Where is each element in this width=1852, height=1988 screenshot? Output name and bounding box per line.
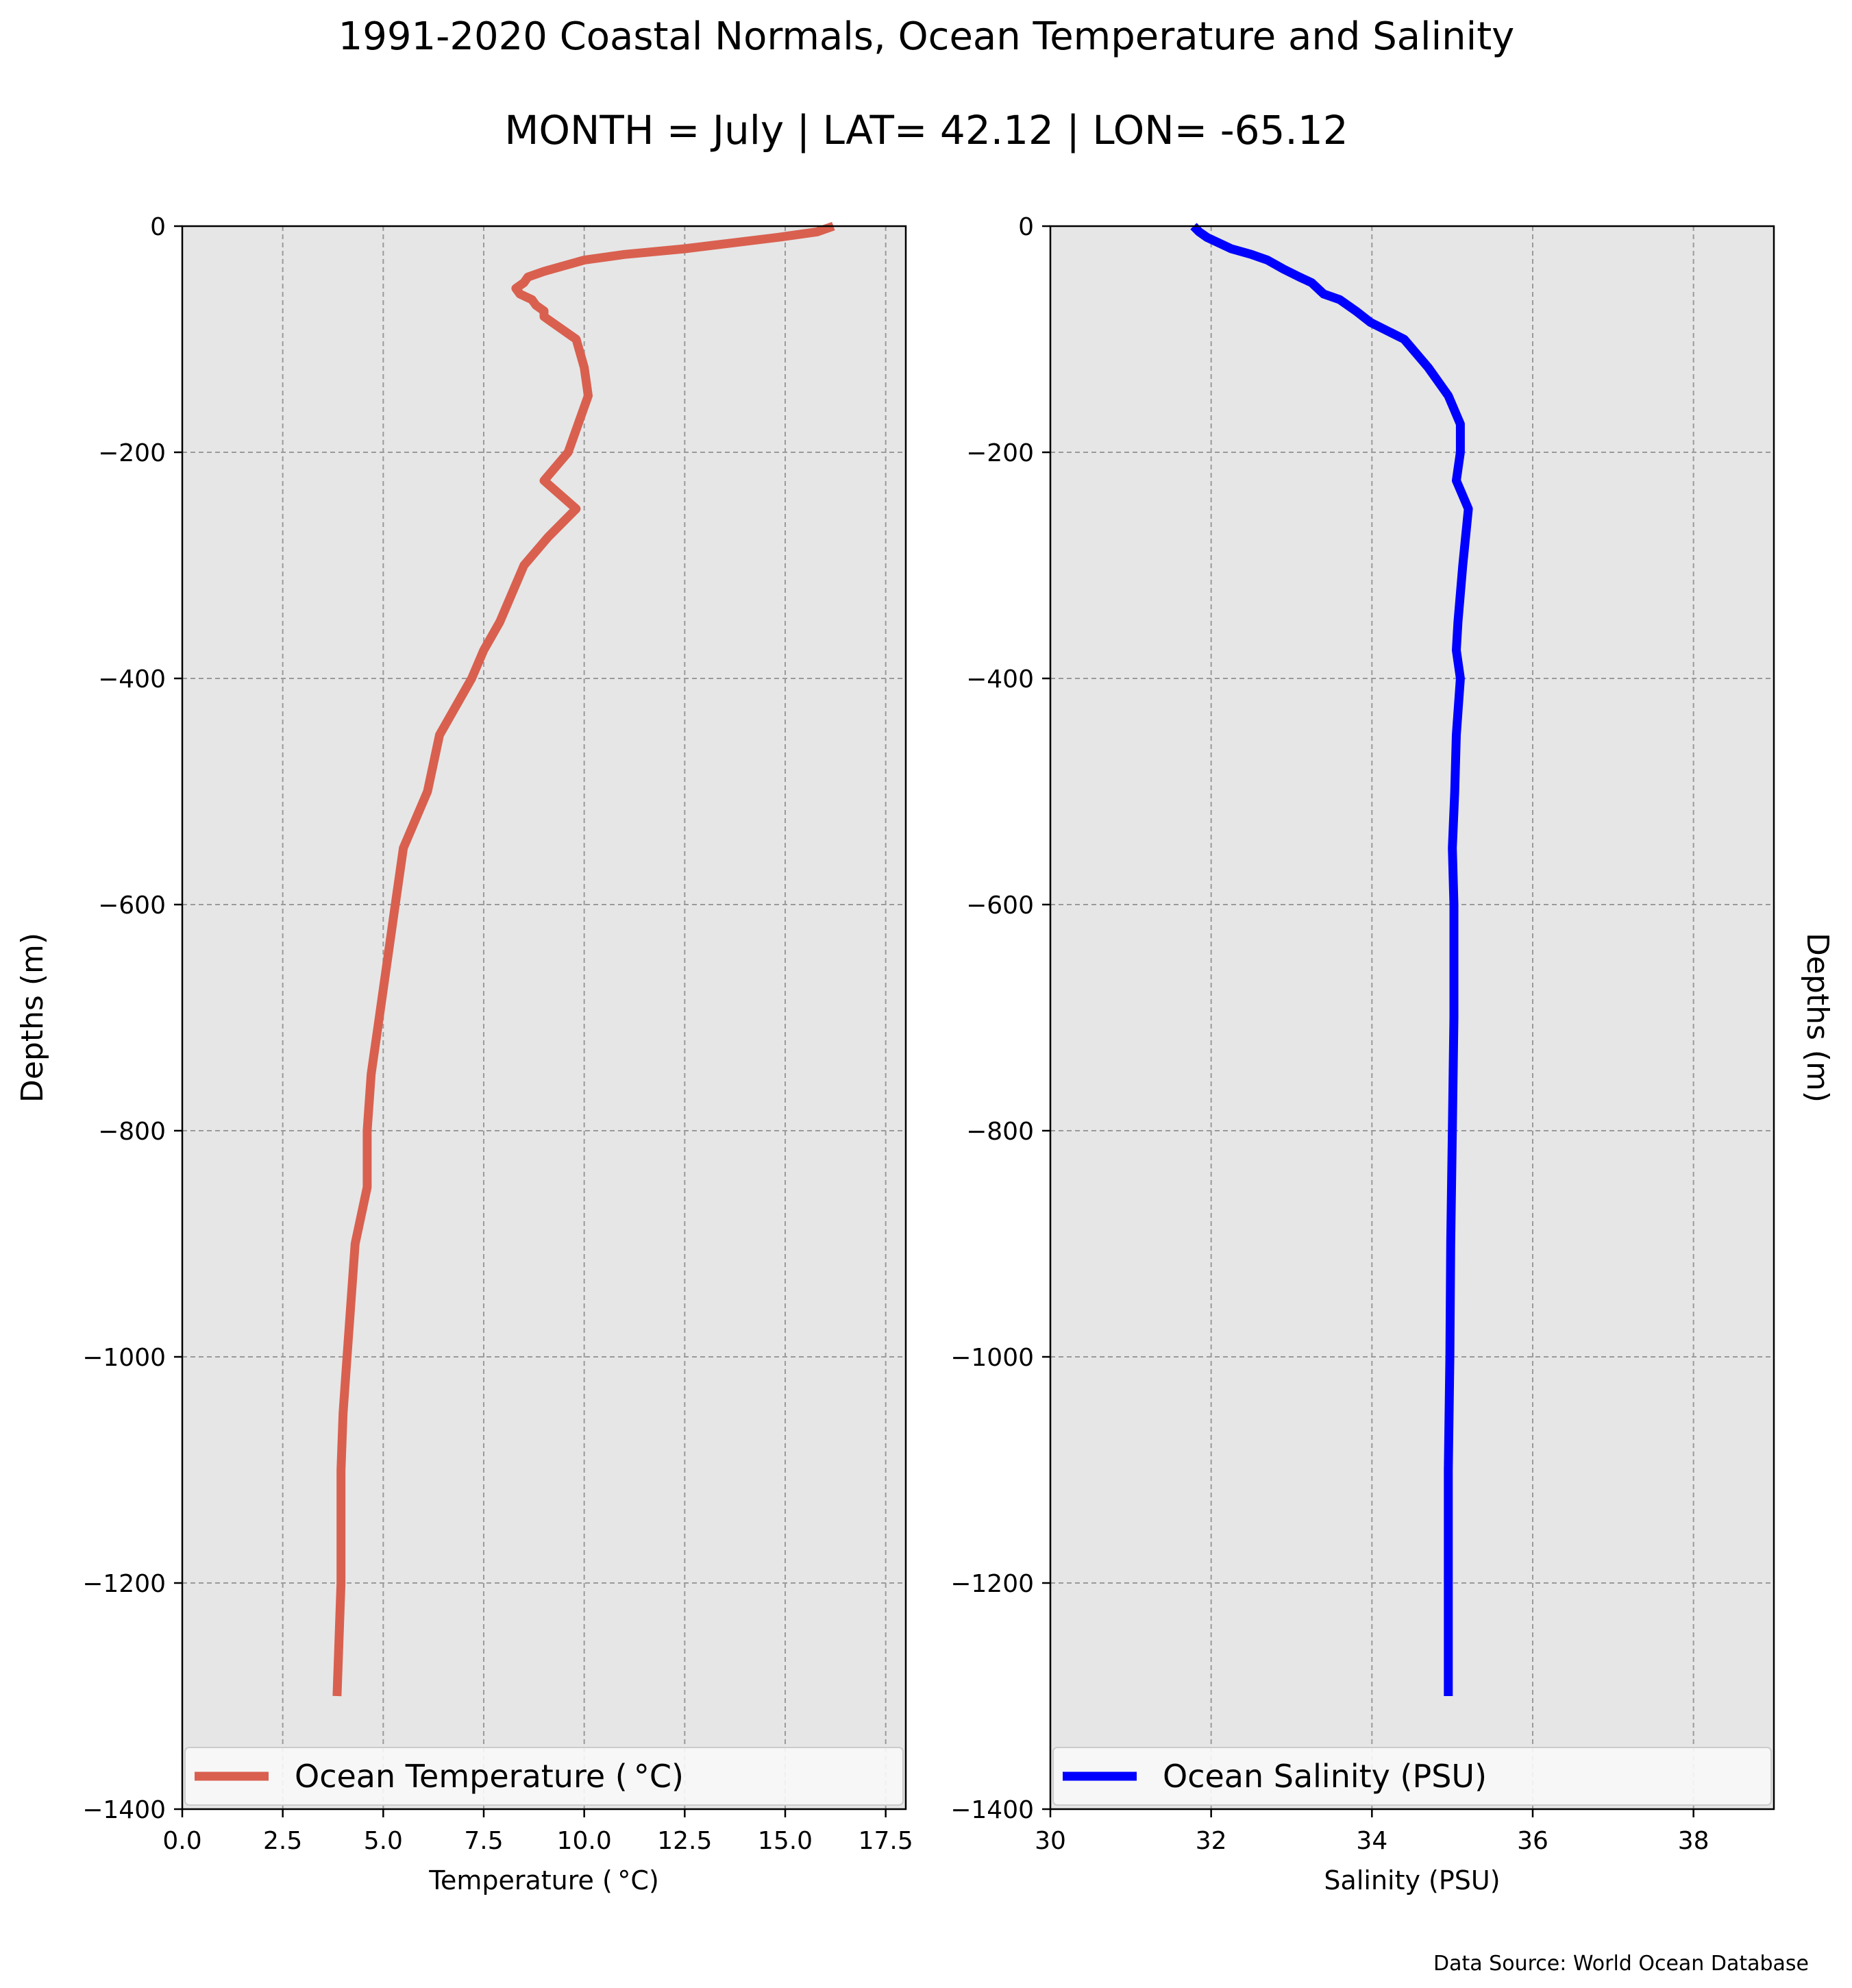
- y-tick-label: 0: [150, 213, 166, 241]
- y-tick-label: −800: [98, 1118, 166, 1146]
- y-tick-label: −400: [966, 665, 1034, 694]
- salinity-y-axis-label: Depths (m): [1800, 933, 1835, 1103]
- x-tick-label: 34: [1356, 1827, 1387, 1855]
- temperature-axes-frame: [181, 225, 907, 1811]
- x-tick-label: 5.0: [364, 1827, 403, 1855]
- y-tick-label: −200: [966, 439, 1034, 467]
- legend-box: [1052, 1747, 1772, 1806]
- y-tick-label: −1000: [950, 1344, 1034, 1372]
- figure-subtitle: MONTH = July | LAT= 42.12 | LON= -65.12: [504, 107, 1348, 154]
- x-tick-label: 36: [1517, 1827, 1548, 1855]
- x-tick-label: 38: [1678, 1827, 1709, 1855]
- x-tick-label: 7.5: [464, 1827, 503, 1855]
- y-tick-label: −800: [966, 1118, 1034, 1146]
- temperature-series-line: [332, 221, 835, 1697]
- salinity-x-axis-label: Salinity (PSU): [1324, 1865, 1500, 1895]
- legend-label: Ocean Temperature ( °C): [295, 1758, 684, 1795]
- x-tick-label: 10.0: [557, 1827, 612, 1855]
- salinity-panel: 30 32 34 36 38 0 −200 −400 −600 −800 −1000 −1200 −14…: [950, 213, 1835, 1895]
- y-tick-label: −400: [98, 665, 166, 694]
- x-tick-label: 17.5: [859, 1827, 913, 1855]
- salinity-axes-frame: [1049, 225, 1775, 1811]
- y-tick-label: −1200: [82, 1570, 166, 1598]
- data-source-note: Data Source: World Ocean Database: [1433, 1952, 1809, 1976]
- x-tick-label: 15.0: [758, 1827, 813, 1855]
- legend-label: Ocean Salinity (PSU): [1163, 1758, 1487, 1795]
- y-tick-label: −1200: [950, 1570, 1034, 1598]
- y-tick-label: −600: [98, 892, 166, 920]
- temperature-legend: Ocean Temperature ( °C): [184, 1747, 904, 1806]
- y-tick-label: −600: [966, 892, 1034, 920]
- temperature-x-axis-label: Temperature ( °C): [428, 1865, 659, 1895]
- salinity-series-line: [1190, 223, 1473, 1696]
- salinity-legend: Ocean Salinity (PSU): [1052, 1747, 1772, 1806]
- x-tick-label: 12.5: [657, 1827, 712, 1855]
- y-tick-label: −1400: [82, 1796, 166, 1824]
- x-tick-label: 0.0: [162, 1827, 201, 1855]
- y-tick-label: 0: [1018, 213, 1034, 241]
- temperature-panel: 0.0 2.5 5.0 7.5 10.0 12.5 15.0 17.5 0 −200 −400 −60…: [15, 213, 913, 1895]
- y-tick-label: −1400: [950, 1796, 1034, 1824]
- temperature-plot-area: [182, 226, 906, 1809]
- salinity-plot-area: [1050, 226, 1774, 1809]
- legend-box: [184, 1747, 904, 1806]
- x-tick-label: 30: [1035, 1827, 1066, 1855]
- x-tick-label: 32: [1196, 1827, 1227, 1855]
- temperature-y-axis-label: Depths (m): [15, 933, 50, 1103]
- y-tick-label: −200: [98, 439, 166, 467]
- y-tick-label: −1000: [82, 1344, 166, 1372]
- figure-title: 1991-2020 Coastal Normals, Ocean Tempera…: [338, 14, 1515, 59]
- x-tick-label: 2.5: [263, 1827, 302, 1855]
